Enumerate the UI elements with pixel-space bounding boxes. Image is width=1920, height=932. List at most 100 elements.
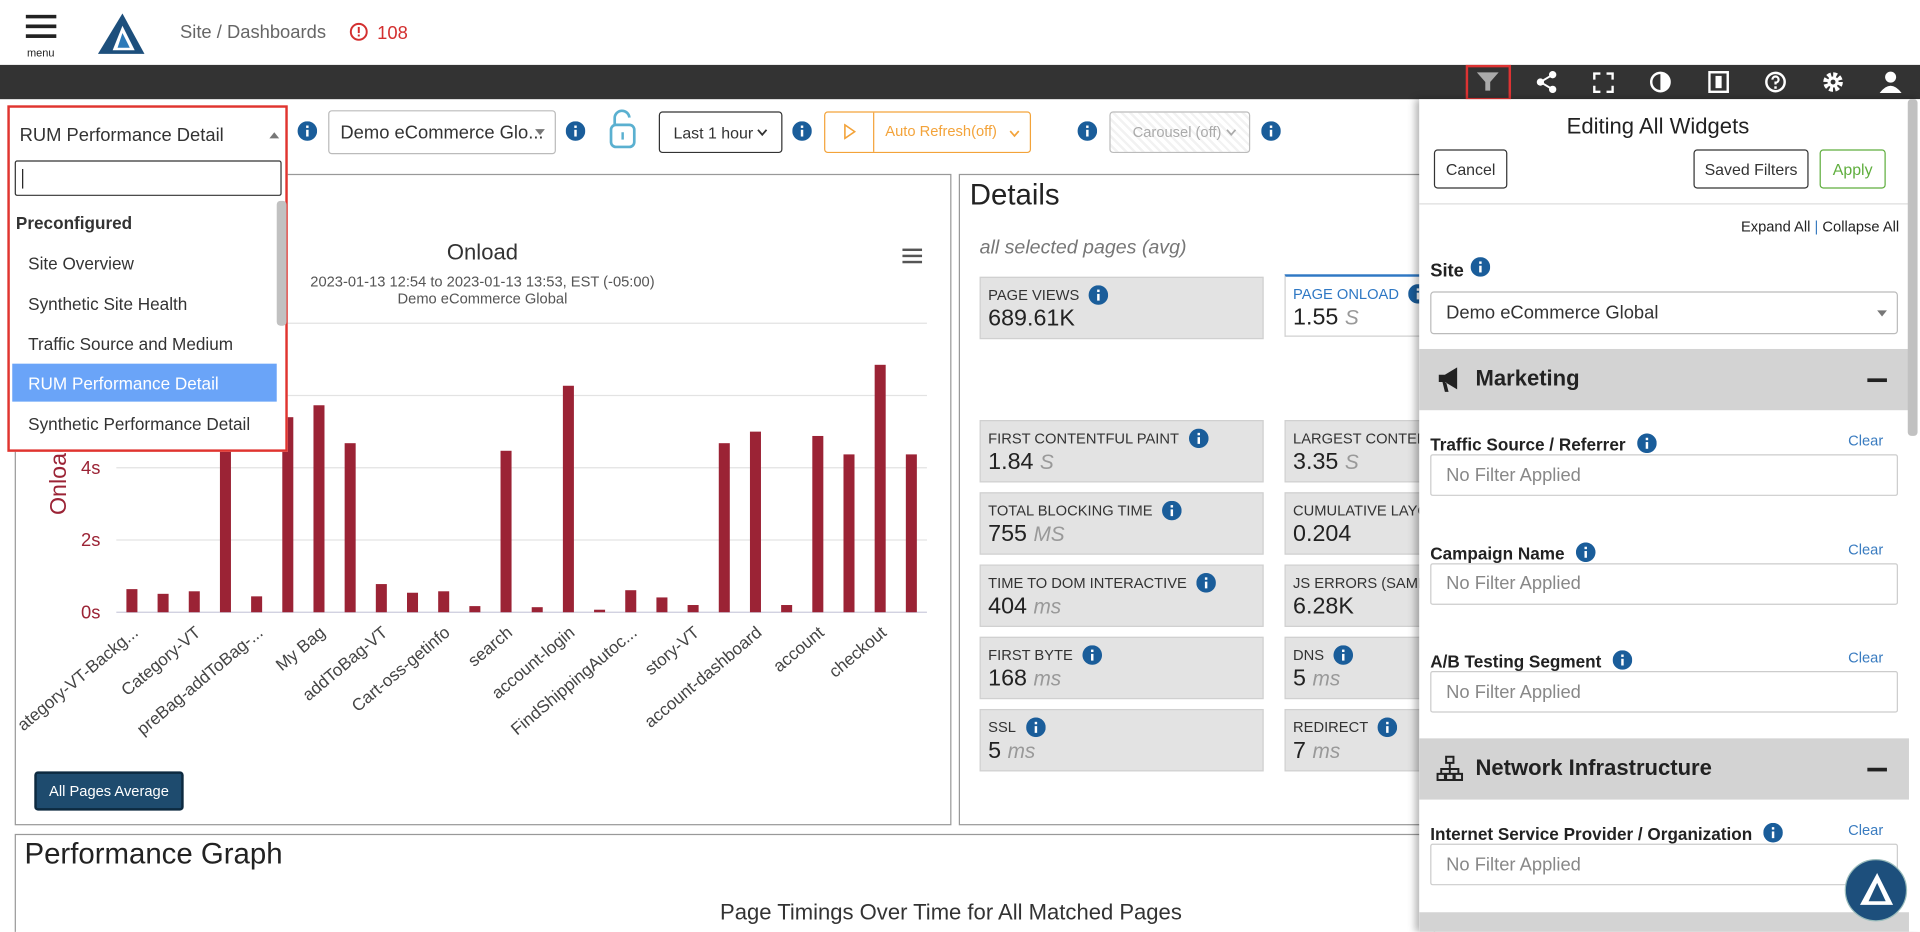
info-icon[interactable] xyxy=(565,121,586,141)
dashboard-select-text[interactable]: RUM Performance Detail xyxy=(19,124,224,146)
dropdown-search[interactable] xyxy=(14,160,282,196)
filter-clear[interactable]: Clear xyxy=(1848,432,1884,450)
filter-input[interactable]: No Filter Applied xyxy=(1430,562,1898,605)
cancel-button[interactable]: Cancel xyxy=(1433,149,1508,189)
breadcrumb[interactable]: Site / Dashboards xyxy=(180,22,327,43)
dropdown-option[interactable]: RUM Performance Detail xyxy=(12,363,277,402)
metric-card[interactable]: SSL 5 ms xyxy=(979,708,1264,772)
alert-count[interactable]: 108 xyxy=(377,23,408,45)
time-range-select[interactable]: Last 1 hour xyxy=(658,111,783,154)
section-header[interactable]: Marketing xyxy=(1419,348,1909,411)
info-dot xyxy=(1479,261,1482,264)
metric-card[interactable]: PAGE VIEWS 689.61K xyxy=(979,276,1264,340)
bar xyxy=(656,597,668,613)
metric-label-row: FIRST CONTENTFUL PAINT xyxy=(988,428,1255,449)
contrast-icon[interactable] xyxy=(1649,71,1671,93)
bar xyxy=(126,589,138,613)
metric-label: DNS xyxy=(1293,646,1325,664)
all-pages-average-button[interactable]: All Pages Average xyxy=(34,771,184,811)
filter-input[interactable]: No Filter Applied xyxy=(1430,454,1898,496)
info-icon[interactable] xyxy=(1025,717,1046,738)
info-icon[interactable] xyxy=(1612,650,1632,670)
logo[interactable] xyxy=(97,13,145,55)
bar xyxy=(749,431,761,613)
info-icon[interactable] xyxy=(1470,257,1491,277)
dropdown-option[interactable]: Traffic Source and Medium xyxy=(28,333,234,354)
alert-icon[interactable] xyxy=(349,22,369,42)
info-icon[interactable] xyxy=(1196,573,1217,593)
apply-button[interactable]: Apply xyxy=(1819,149,1886,189)
dropdown-caret xyxy=(269,132,280,139)
info-dot xyxy=(1417,288,1420,291)
metric-label: CUMULATIVE LAYO xyxy=(1293,502,1429,520)
filter-clear[interactable]: Clear xyxy=(1848,648,1884,667)
bar xyxy=(781,605,793,613)
info-icon[interactable] xyxy=(792,121,812,141)
metric-value-row: 3.35 S xyxy=(1293,449,1560,476)
filter-input[interactable]: No Filter Applied xyxy=(1430,843,1898,886)
section-header xyxy=(1419,912,1909,932)
menu-icon[interactable] xyxy=(25,14,58,42)
collapse-all[interactable]: Collapse All xyxy=(1822,217,1900,236)
filter-input[interactable]: No Filter Applied xyxy=(1430,671,1898,713)
lock-icon[interactable] xyxy=(609,108,638,152)
site-select[interactable]: Demo eCommerce Glo... xyxy=(328,110,556,155)
metric-value: 1.84 xyxy=(988,449,1034,476)
fullscreen-icon[interactable] xyxy=(1593,72,1614,94)
metric-label: LARGEST CONTENT xyxy=(1293,429,1437,447)
dropdown-option[interactable]: Synthetic Performance Detail xyxy=(28,413,251,433)
filter-clear[interactable]: Clear xyxy=(1848,821,1884,839)
settings-icon[interactable] xyxy=(1822,71,1844,93)
metric-card[interactable]: FIRST CONTENTFUL PAINT 1.84 S xyxy=(979,420,1264,483)
dropdown-option[interactable]: Synthetic Site Health xyxy=(28,293,188,313)
help-icon[interactable] xyxy=(1764,71,1786,93)
info-icon[interactable] xyxy=(1575,541,1596,562)
metric-card[interactable]: TOTAL BLOCKING TIME 755 MS xyxy=(979,492,1264,555)
metric-card[interactable]: TIME TO DOM INTERACTIVE 404 ms xyxy=(979,564,1264,627)
info-icon[interactable] xyxy=(1188,428,1209,449)
auto-refresh[interactable]: Auto Refresh(off) xyxy=(824,111,1032,154)
toolbar-bar xyxy=(0,64,1920,100)
info-icon[interactable] xyxy=(1082,645,1103,665)
panel-site-select[interactable]: Demo eCommerce Global xyxy=(1430,291,1898,335)
x-tick-label: account-dashboard xyxy=(640,622,765,732)
chart-title: Onload xyxy=(447,240,518,265)
info-icon[interactable] xyxy=(297,121,318,141)
metric-unit: ms xyxy=(1007,739,1036,763)
info-icon[interactable] xyxy=(1377,717,1398,738)
info-icon[interactable] xyxy=(1261,121,1281,141)
info-icon[interactable] xyxy=(1089,285,1109,305)
info-icon[interactable] xyxy=(1162,500,1182,521)
info-dot xyxy=(306,125,309,128)
site-select-text: Demo eCommerce Glo... xyxy=(340,121,544,143)
icon-shape xyxy=(1438,367,1458,392)
user-icon[interactable] xyxy=(1879,71,1902,94)
metric-value-row: 404 ms xyxy=(988,594,1255,621)
section-header[interactable]: Network Infrastructure xyxy=(1419,738,1909,800)
share-icon[interactable] xyxy=(1536,71,1558,94)
filter-icon[interactable] xyxy=(1476,72,1499,92)
info-dot xyxy=(1197,432,1200,436)
chart-subtitle: Demo eCommerce Global xyxy=(398,292,568,308)
info-stem xyxy=(1097,293,1101,301)
filter-panel: Editing All Widgets Cancel Saved Filters… xyxy=(1419,99,1920,932)
dropdown-option[interactable]: Site Overview xyxy=(28,252,134,273)
help-bubble[interactable] xyxy=(1844,858,1908,922)
site-label: Site xyxy=(1430,260,1464,282)
expand-all[interactable]: Expand All xyxy=(1740,217,1811,236)
filter-clear[interactable]: Clear xyxy=(1848,540,1884,558)
metric-value: 0.204 xyxy=(1293,521,1352,548)
metric-unit: ms xyxy=(1312,739,1341,763)
info-icon[interactable] xyxy=(1763,822,1783,843)
info-icon[interactable] xyxy=(1333,645,1354,665)
bar xyxy=(594,609,606,613)
metric-card[interactable]: FIRST BYTE 168 ms xyxy=(979,636,1264,700)
info-glyph xyxy=(1763,822,1783,843)
saved-filters-button[interactable]: Saved Filters xyxy=(1693,149,1809,189)
info-icon[interactable] xyxy=(1636,433,1657,454)
film-icon[interactable] xyxy=(1708,71,1729,94)
metric-value: 7 xyxy=(1293,738,1307,765)
info-icon[interactable] xyxy=(1077,121,1098,141)
x-tick-label: My Bag xyxy=(272,622,329,675)
